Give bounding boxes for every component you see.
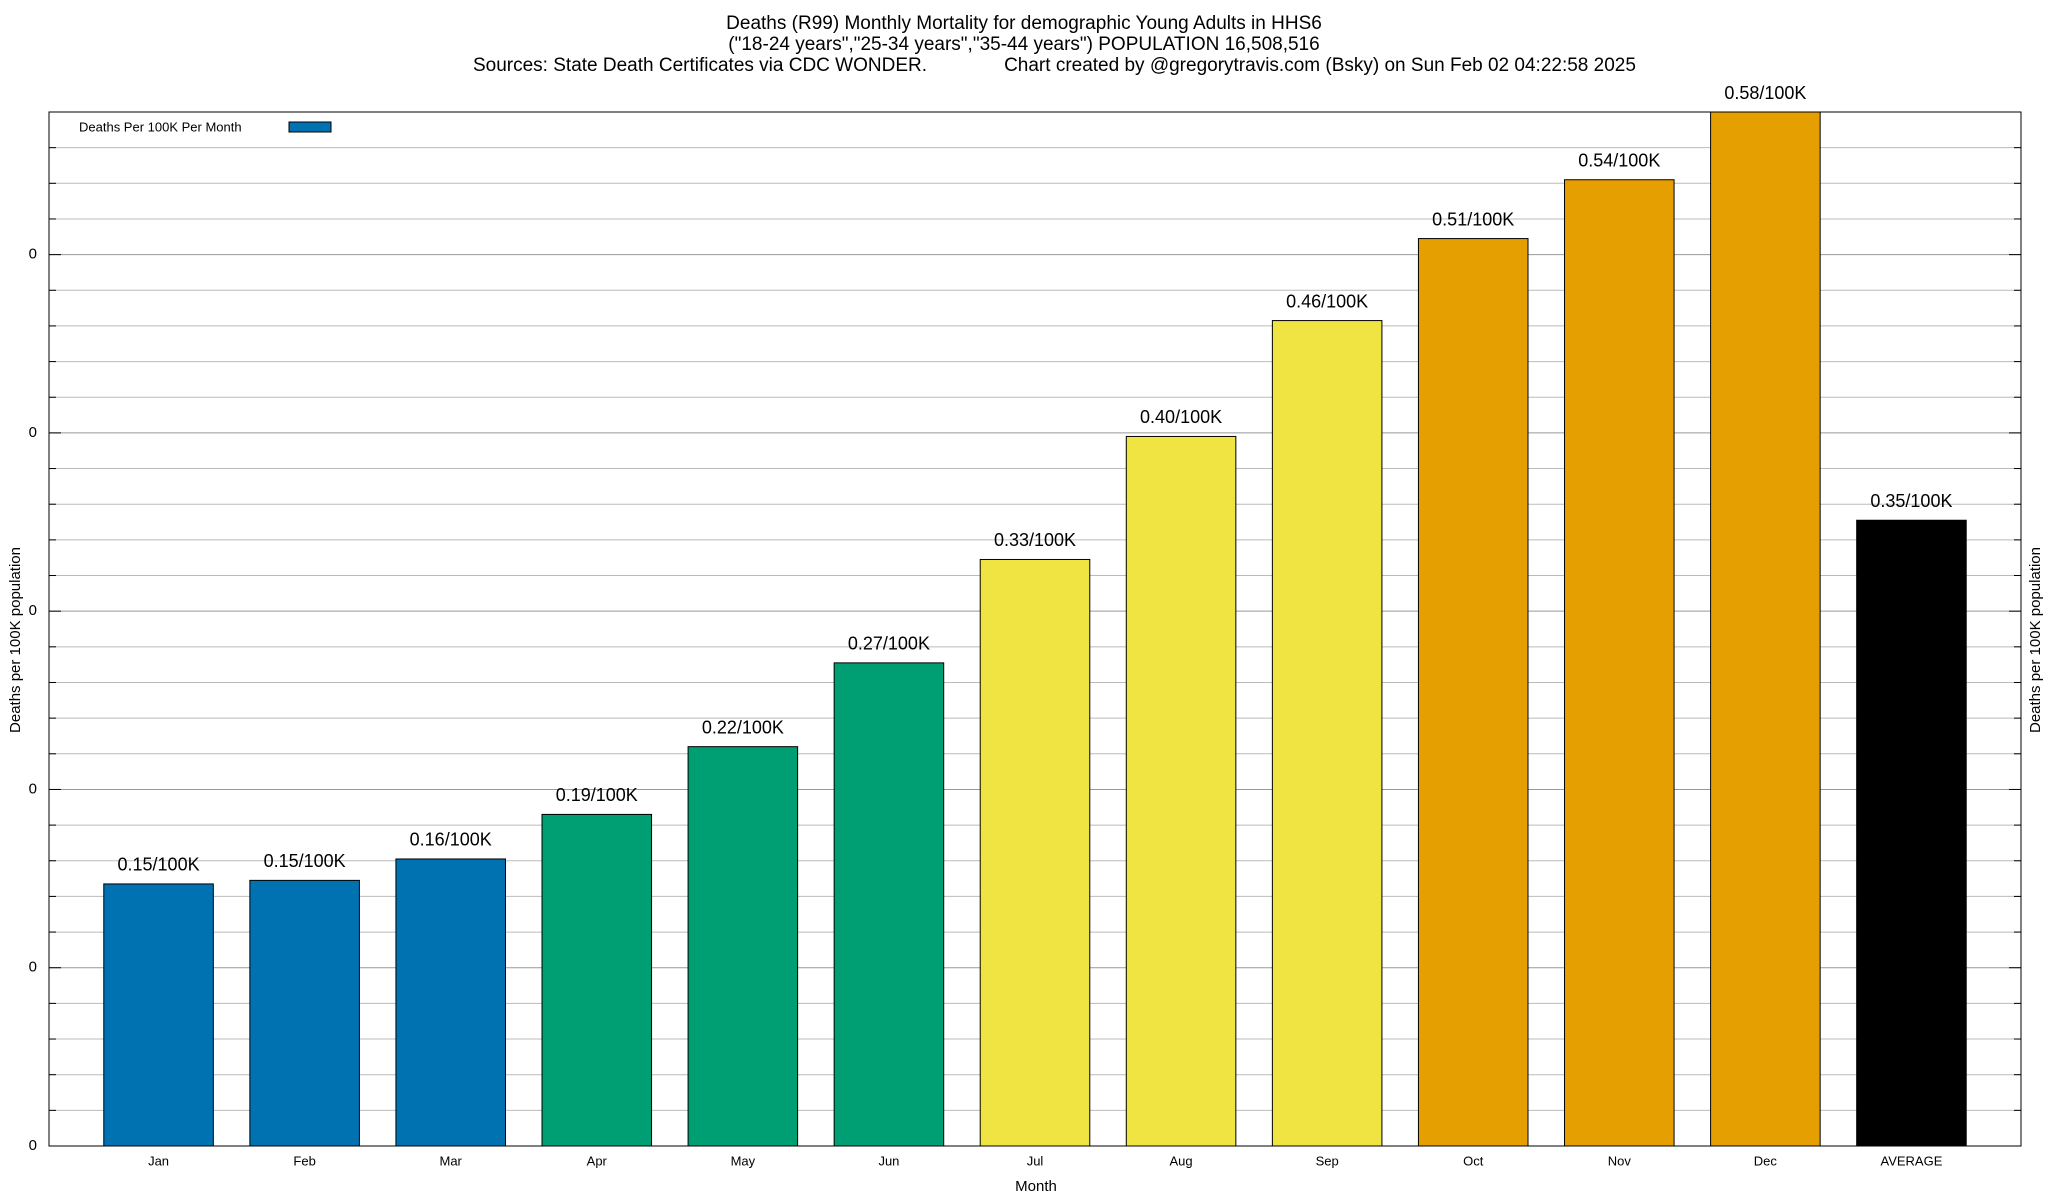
value-label: 0.35/100K: [1870, 491, 1952, 511]
bar: [103, 883, 214, 1147]
bar: [541, 813, 653, 1147]
x-tick-label: Oct: [1463, 1153, 1484, 1168]
y-tick-label: 0: [29, 959, 37, 976]
x-tick-label: Sep: [1316, 1153, 1339, 1168]
value-label: 0.46/100K: [1286, 291, 1368, 311]
bar: [687, 746, 799, 1147]
chart-subtitle: ("18-24 years","25-34 years","35-44 year…: [728, 34, 1319, 55]
value-label: 0.19/100K: [556, 785, 638, 805]
bar: [395, 858, 506, 1147]
x-tick-label: Apr: [587, 1153, 608, 1168]
value-label: 0.16/100K: [410, 830, 492, 850]
bar: [1271, 320, 1383, 1147]
bar: [979, 558, 1091, 1147]
value-label: 0.22/100K: [702, 717, 784, 737]
credit: Chart created by @gregorytravis.com (Bsk…: [1004, 55, 1636, 76]
x-tick-label: Jul: [1027, 1153, 1044, 1168]
sources: Sources: State Death Certificates via CD…: [473, 55, 927, 76]
value-label: 0.27/100K: [848, 634, 930, 654]
y2-axis-label: Deaths per 100K population: [2027, 547, 2044, 733]
x-tick-label: Dec: [1754, 1153, 1778, 1168]
value-label: 0.33/100K: [994, 530, 1076, 550]
bar: [833, 662, 945, 1147]
bar: [249, 879, 360, 1147]
bar: [1417, 238, 1529, 1147]
bar: [1125, 435, 1237, 1147]
y-axis-label: Deaths per 100K population: [7, 547, 24, 733]
x-tick-label: AVERAGE: [1880, 1153, 1942, 1168]
value-label: 0.40/100K: [1140, 407, 1222, 427]
legend-swatch: [288, 121, 332, 133]
legend-label: Deaths Per 100K Per Month: [79, 119, 242, 134]
plot-frame: [48, 111, 2022, 1147]
chart-title: Deaths (R99) Monthly Mortality for demog…: [726, 13, 1322, 34]
x-tick-label: May: [731, 1153, 756, 1168]
y-tick-label: 0: [29, 1137, 37, 1154]
value-label: 0.54/100K: [1578, 150, 1660, 170]
x-tick-label: Jun: [878, 1153, 899, 1168]
value-label: 0.15/100K: [118, 855, 200, 875]
bar: [1564, 179, 1675, 1147]
y-tick-label: 0: [29, 780, 37, 797]
x-axis-label: Month: [1015, 1178, 1057, 1195]
x-tick-label: Mar: [440, 1153, 463, 1168]
y-tick-label: 0: [29, 424, 37, 441]
bar: [1856, 519, 1967, 1147]
x-tick-label: Nov: [1608, 1153, 1632, 1168]
value-label: 0.58/100K: [1724, 83, 1806, 103]
x-tick-label: Aug: [1170, 1153, 1193, 1168]
value-label: 0.51/100K: [1432, 209, 1514, 229]
x-tick-label: Jan: [148, 1153, 169, 1168]
x-tick-label: Feb: [293, 1153, 315, 1168]
value-label: 0.15/100K: [264, 851, 346, 871]
bar: [1710, 111, 1821, 1147]
y-tick-label: 0: [29, 602, 37, 619]
y-tick-label: 0: [29, 246, 37, 263]
